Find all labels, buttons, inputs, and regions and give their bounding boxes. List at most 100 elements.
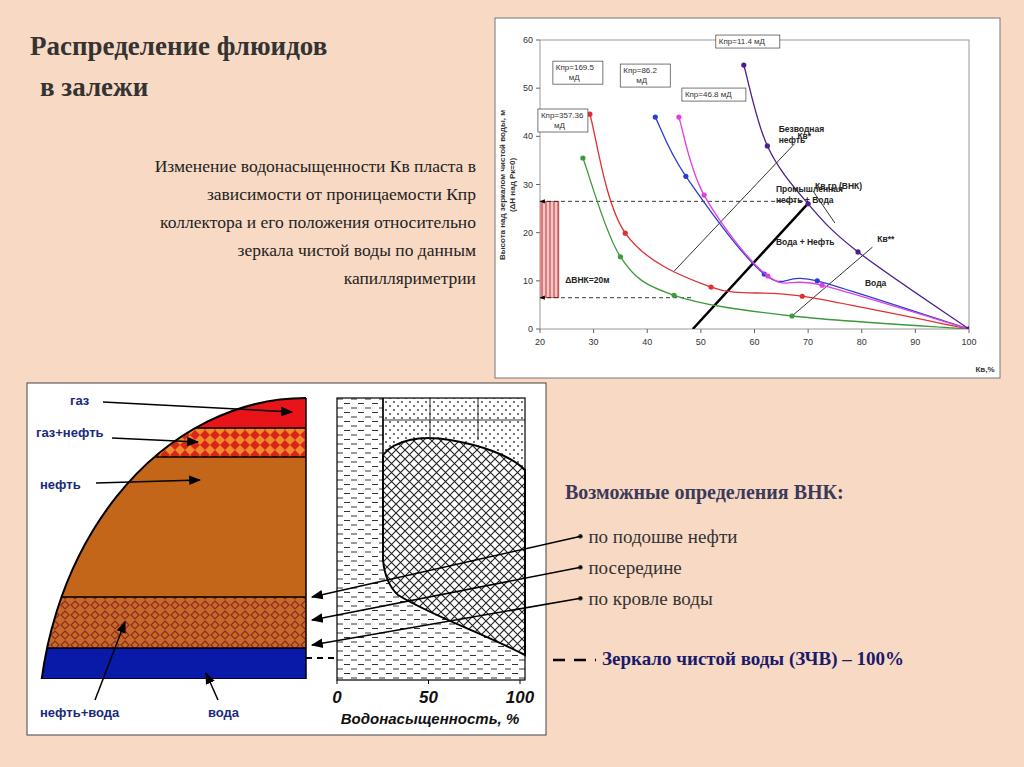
series-marker xyxy=(966,326,969,329)
annotation: Вода + Нефть xyxy=(776,237,835,247)
series-label: Кпр=11.4 мД xyxy=(719,37,766,46)
series-line xyxy=(744,65,969,329)
series-label-line: Кпр=169.5 xyxy=(556,63,595,72)
series-label-line: Кпр=86.2 xyxy=(623,66,657,75)
series-label-box xyxy=(716,35,780,48)
layer-arrow xyxy=(112,438,198,442)
caption: Изменение водонасыщенности Кв пласта в xyxy=(155,156,476,176)
y-tick xyxy=(536,329,540,330)
series-marker xyxy=(683,174,688,179)
series-label-line: мД xyxy=(569,73,581,82)
series-label-line: мД xyxy=(636,76,648,85)
series-label: Кпр=46.8 мД xyxy=(685,90,732,99)
slide: Распределение флюидов в залежи Изменение в… xyxy=(0,0,1024,767)
reservoir-layer xyxy=(30,597,306,648)
saturation-frame xyxy=(337,398,525,680)
column-divider xyxy=(382,398,384,560)
y-tick-label: 20 xyxy=(523,228,533,238)
reservoir xyxy=(30,398,306,679)
diagram-grid xyxy=(478,398,479,440)
annotation: Кв* xyxy=(797,131,811,141)
x-tick-label: 30 xyxy=(589,337,599,347)
caption: зависимости от проницаемости Кпр xyxy=(207,184,476,204)
series-label-box xyxy=(553,61,603,84)
vnk-heading: Возможные определения ВНК: xyxy=(565,481,844,504)
layer-boundary xyxy=(30,456,306,458)
y-tick xyxy=(536,280,540,281)
series-line xyxy=(590,114,969,329)
vnk-item: • по подошве нефти xyxy=(577,526,737,547)
diagram-tick-label: 100 xyxy=(506,688,535,707)
layer-boundary xyxy=(30,678,306,679)
layer-arrow xyxy=(103,402,292,412)
series-marker xyxy=(676,114,681,119)
x-tick xyxy=(593,329,594,333)
diagram-tick-label: 50 xyxy=(419,688,438,707)
x-tick-label: 100 xyxy=(961,337,976,347)
title: Распределение флюидов xyxy=(30,31,327,61)
series-marker xyxy=(580,155,585,160)
mirror-line xyxy=(553,659,596,662)
y-tick xyxy=(536,40,540,41)
x-tick-label: 50 xyxy=(696,337,706,347)
reservoir-layer xyxy=(30,648,306,679)
annotation: Кв** xyxy=(877,234,895,244)
mirror-label: Зеркало чистой воды (ЗЧВ) – 100% xyxy=(602,648,904,670)
chart-box xyxy=(495,18,1000,378)
title: в залежи xyxy=(40,72,148,102)
annotation: Вода xyxy=(865,278,887,288)
diagram-grid xyxy=(383,420,525,421)
diagram-axis-label: Водонасыщенность, % xyxy=(341,710,520,727)
series-label-line: Кпр=11.4 мД xyxy=(719,37,766,46)
x-tick xyxy=(647,329,648,333)
vnk-item: • посередине xyxy=(577,557,682,578)
reservoir-edge xyxy=(305,398,307,679)
series-marker xyxy=(671,293,676,298)
x-tick xyxy=(754,329,755,333)
vnk-arrow xyxy=(312,567,582,620)
series-marker xyxy=(708,284,713,289)
layer-label: нефть xyxy=(40,477,81,492)
series-label-box xyxy=(620,64,670,87)
caption: коллектора и его положения относительно xyxy=(160,212,476,232)
y-axis-label: Высота над зеркалом чистой воды, м xyxy=(498,110,507,260)
diagram-tick-label: 0 xyxy=(332,688,342,707)
x-tick-label: 80 xyxy=(857,337,867,347)
vnk-band xyxy=(540,201,559,297)
y-tick-label: 40 xyxy=(523,131,533,141)
series-label-box xyxy=(538,109,588,132)
series-label: Кпр=169.5мД xyxy=(556,63,595,82)
layer-arrow xyxy=(95,622,125,700)
reservoir-outer xyxy=(30,398,306,679)
vnk-item: • по кровле воды xyxy=(577,588,713,609)
series-marker xyxy=(741,62,746,67)
saturation-oil xyxy=(383,438,525,655)
layer-label: газ+нефть xyxy=(36,425,104,440)
y-tick-label: 0 xyxy=(528,324,533,334)
x-tick-label: 90 xyxy=(910,337,920,347)
series-label: Кпр=86.2мД xyxy=(623,66,657,85)
plot-data xyxy=(540,62,969,329)
diagram-grid xyxy=(430,398,431,440)
y-tick xyxy=(536,184,540,185)
level-line xyxy=(540,201,808,202)
series-line xyxy=(679,117,969,329)
layer-arrow xyxy=(96,480,200,483)
plot-frame xyxy=(540,40,969,329)
caption: зеркала чистой воды по данным xyxy=(238,240,476,260)
y-tick-label: 10 xyxy=(523,276,533,286)
series-marker xyxy=(765,143,770,148)
annotation: Кв.гр (ВНК) xyxy=(815,181,862,191)
diagram-tick xyxy=(428,680,429,684)
background xyxy=(0,0,1024,767)
series-marker xyxy=(815,278,820,283)
vnk-arrow xyxy=(312,536,582,597)
y-axis-label: (ΔH над Pк=0) xyxy=(508,158,517,212)
layer-label: вода xyxy=(208,705,240,720)
x-tick xyxy=(808,329,809,333)
series-marker xyxy=(819,283,824,288)
x-axis-label: Кв,% xyxy=(975,365,994,374)
annotation-line xyxy=(792,247,872,316)
y-tick xyxy=(536,88,540,89)
diagram-box xyxy=(27,383,546,735)
